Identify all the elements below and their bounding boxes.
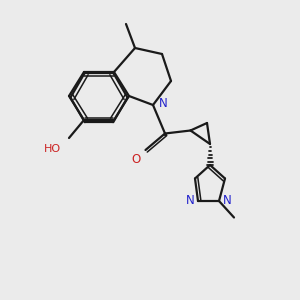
- Text: N: N: [158, 97, 167, 110]
- Text: N: N: [186, 194, 194, 208]
- Text: N: N: [223, 194, 231, 208]
- Text: O: O: [132, 153, 141, 166]
- Text: HO: HO: [44, 143, 62, 154]
